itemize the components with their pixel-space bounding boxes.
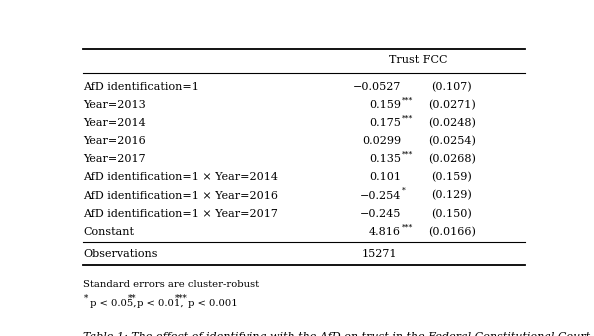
Text: *: * bbox=[83, 293, 88, 302]
Text: Year=2014: Year=2014 bbox=[83, 118, 146, 128]
Text: 0.159: 0.159 bbox=[369, 100, 401, 110]
Text: 0.175: 0.175 bbox=[369, 118, 401, 128]
Text: 0.0299: 0.0299 bbox=[362, 136, 401, 146]
Text: Constant: Constant bbox=[83, 227, 134, 237]
Text: p < 0.001: p < 0.001 bbox=[185, 299, 238, 308]
Text: ***: *** bbox=[402, 223, 413, 231]
Text: −0.0527: −0.0527 bbox=[353, 82, 401, 92]
Text: p < 0.05,: p < 0.05, bbox=[87, 299, 140, 308]
Text: ***: *** bbox=[402, 151, 413, 159]
Text: (0.0166): (0.0166) bbox=[428, 226, 476, 237]
Text: Year=2013: Year=2013 bbox=[83, 100, 146, 110]
Text: −0.254: −0.254 bbox=[360, 191, 401, 201]
Text: Standard errors are cluster-robust: Standard errors are cluster-robust bbox=[83, 280, 260, 289]
Text: *: * bbox=[402, 187, 406, 195]
Text: (0.0271): (0.0271) bbox=[428, 100, 476, 110]
Text: (0.0268): (0.0268) bbox=[428, 154, 476, 165]
Text: 15271: 15271 bbox=[362, 249, 397, 258]
Text: ***: *** bbox=[402, 115, 413, 122]
Text: (0.150): (0.150) bbox=[431, 209, 472, 219]
Text: AfD identification=1 × Year=2017: AfD identification=1 × Year=2017 bbox=[83, 209, 279, 219]
Text: (0.129): (0.129) bbox=[431, 191, 472, 201]
Text: (0.107): (0.107) bbox=[431, 82, 472, 92]
Text: Observations: Observations bbox=[83, 249, 158, 258]
Text: AfD identification=1 × Year=2014: AfD identification=1 × Year=2014 bbox=[83, 172, 279, 182]
Text: Year=2016: Year=2016 bbox=[83, 136, 146, 146]
Text: Year=2017: Year=2017 bbox=[83, 154, 146, 164]
Text: (0.0254): (0.0254) bbox=[428, 136, 476, 146]
Text: ***: *** bbox=[402, 96, 413, 104]
Text: **: ** bbox=[128, 293, 136, 302]
Text: AfD identification=1: AfD identification=1 bbox=[83, 82, 200, 92]
Text: −0.245: −0.245 bbox=[360, 209, 401, 219]
Text: AfD identification=1 × Year=2016: AfD identification=1 × Year=2016 bbox=[83, 191, 279, 201]
Text: (0.159): (0.159) bbox=[431, 172, 472, 182]
Text: 0.135: 0.135 bbox=[369, 154, 401, 164]
Text: Trust FCC: Trust FCC bbox=[389, 55, 448, 65]
Text: p < 0.01,: p < 0.01, bbox=[134, 299, 187, 308]
Text: 0.101: 0.101 bbox=[369, 172, 401, 182]
Text: Table 1: The effect of identifying with the AfD on trust in the Federal Constitu: Table 1: The effect of identifying with … bbox=[83, 332, 590, 336]
Text: ***: *** bbox=[175, 293, 188, 302]
Text: (0.0248): (0.0248) bbox=[428, 118, 476, 128]
Text: 4.816: 4.816 bbox=[369, 227, 401, 237]
